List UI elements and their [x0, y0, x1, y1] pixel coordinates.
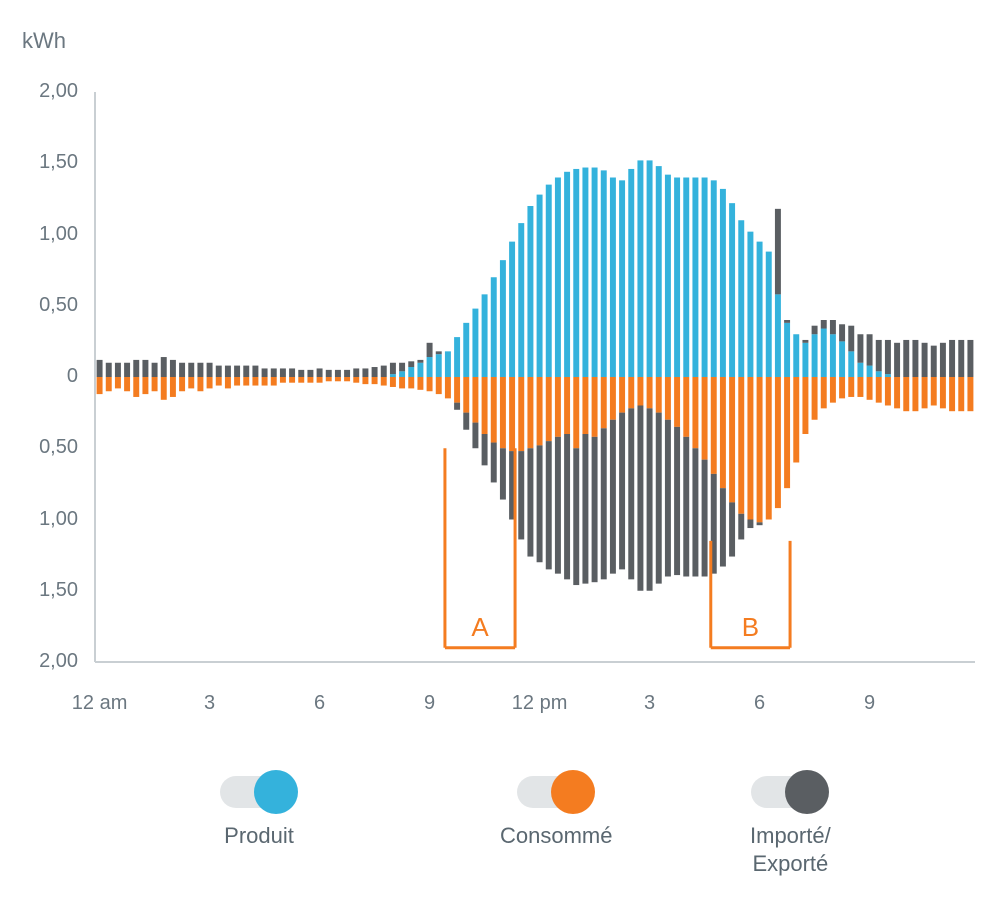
x-tick-label: 12 pm [512, 692, 568, 715]
legend-item-impexp: Importé/Exporté [750, 770, 831, 877]
y-tick-label: 0 [18, 365, 78, 388]
y-tick-label: 1,00 [18, 223, 78, 246]
legend-label: Produit [224, 822, 294, 850]
legend-item-consumed: Consommé [500, 770, 612, 850]
toggle-produced[interactable] [220, 770, 298, 814]
legend-label: Importé/Exporté [750, 822, 831, 877]
y-tick-label: 0,50 [18, 294, 78, 317]
x-tick-label: 6 [754, 692, 765, 715]
x-tick-label: 12 am [72, 692, 128, 715]
toggle-impexp[interactable] [751, 770, 829, 814]
legend-item-produced: Produit [220, 770, 298, 850]
x-tick-label: 3 [204, 692, 215, 715]
y-tick-label: 0,50 [18, 436, 78, 459]
x-tick-label: 9 [864, 692, 875, 715]
x-tick-label: 6 [314, 692, 325, 715]
legend-label: Consommé [500, 822, 612, 850]
x-tick-label: 3 [644, 692, 655, 715]
x-tick-label: 9 [424, 692, 435, 715]
y-tick-label: 1,00 [18, 508, 78, 531]
toggle-consumed[interactable] [517, 770, 595, 814]
y-tick-label: 2,00 [18, 650, 78, 673]
y-tick-label: 2,00 [18, 80, 78, 103]
y-tick-label: 1,50 [18, 579, 78, 602]
energy-chart: kWh 2,001,501,000,5000,501,001,502,00 12… [0, 0, 1008, 911]
annotation-label: B [742, 612, 759, 643]
y-tick-label: 1,50 [18, 151, 78, 174]
annotation-label: A [471, 612, 488, 643]
